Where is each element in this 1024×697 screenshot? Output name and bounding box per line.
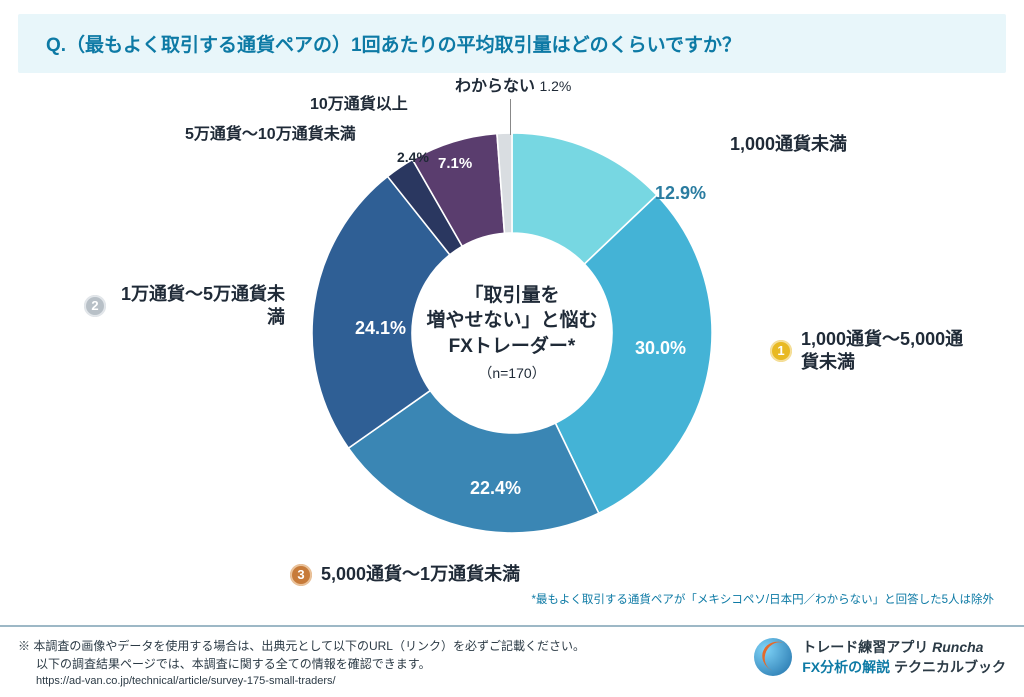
seg-pct-4: 2.4% [397, 149, 429, 165]
medal-gold-icon: 1 [770, 340, 792, 362]
seg-label-5: 10万通貨以上 [310, 95, 408, 115]
brand-line-1: トレード練習アプリ Runcha [802, 637, 1006, 657]
seg-pct-5: 7.1% [438, 155, 472, 172]
center-title: 「取引量を 増やせない」と悩む FXトレーダー* [426, 283, 597, 360]
seg-label-3: 2 1万通貨〜5万通貨未満 [55, 283, 285, 328]
seg-label-0: 1,000通貨未満 [730, 133, 847, 156]
seg-pct-1: 30.0% [635, 338, 686, 359]
center-sub: （n=170） [478, 363, 545, 383]
footer-note-2: 以下の調査結果ページでは、本調査に関する全ての情報を確認できます。 [18, 655, 585, 673]
question-title: Q.（最もよく取引する通貨ペアの）1回あたりの平均取引量はどのくらいですか？ [18, 14, 1006, 73]
seg-pct-0: 12.9% [655, 183, 706, 204]
brand-line-2: FX分析の解説 テクニカルブック [802, 657, 1006, 677]
donut-center: 「取引量を 増やせない」と悩む FXトレーダー* （n=170） [412, 233, 612, 433]
brand-logo-icon [754, 638, 792, 676]
seg-pct-2: 22.4% [470, 478, 521, 499]
chart-footnote: *最もよく取引する通貨ペアが「メキシコペソ/日本円／わからない」と回答した5人は… [531, 591, 994, 607]
footer-note-1: ※ 本調査の画像やデータを使用する場合は、出典元として以下のURL（リンク）を必… [18, 637, 585, 655]
footer-url: https://ad-van.co.jp/technical/article/s… [18, 673, 585, 690]
footer-notes: ※ 本調査の画像やデータを使用する場合は、出典元として以下のURL（リンク）を必… [18, 637, 585, 690]
seg-label-2: 3 5,000通貨〜1万通貨未満 [290, 563, 520, 586]
leader-line [510, 99, 511, 135]
medal-silver-icon: 2 [84, 295, 106, 317]
seg-label-1: 1 1,000通貨〜5,000通貨未満 [770, 328, 981, 373]
seg-pct-3: 24.1% [355, 318, 406, 339]
seg-label-6: わからない 1.2% [455, 77, 571, 97]
donut-chart: 「取引量を 増やせない」と悩む FXトレーダー* （n=170） 1,000通貨… [0, 73, 1024, 613]
medal-bronze-icon: 3 [290, 564, 312, 586]
footer-brand: トレード練習アプリ Runcha FX分析の解説 テクニカルブック [754, 637, 1006, 677]
seg-label-4: 5万通貨〜10万通貨未満 [185, 125, 356, 145]
footer: ※ 本調査の画像やデータを使用する場合は、出典元として以下のURL（リンク）を必… [0, 625, 1024, 697]
